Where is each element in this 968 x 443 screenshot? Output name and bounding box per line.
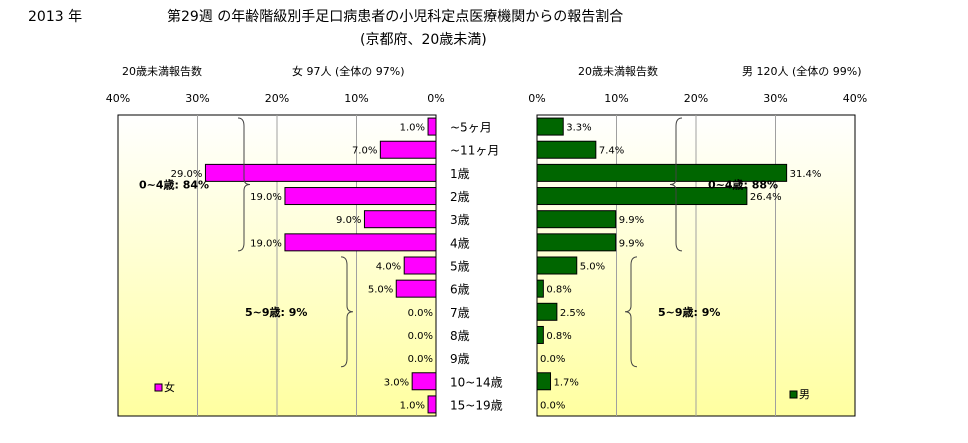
- male-bar: [536, 372, 552, 391]
- female-data-label: 29.0%: [171, 169, 203, 180]
- male-bar: [536, 117, 564, 136]
- male-legend-label: 男: [799, 388, 810, 401]
- female-bar: [403, 256, 437, 275]
- category-label: 4歳: [450, 236, 470, 250]
- male-bar: [536, 279, 544, 298]
- male-group-brace: [624, 256, 638, 368]
- female-legend-swatch: [154, 383, 163, 392]
- male-data-label: 0.0%: [540, 354, 565, 365]
- chart-title-sub: (京都府、20歳未満): [360, 32, 487, 48]
- male-x-tick-label: 0%: [528, 92, 545, 105]
- female-data-label: 0.0%: [408, 331, 433, 342]
- category-label: ~11ヶ月: [450, 144, 499, 158]
- female-bar: [363, 210, 437, 229]
- category-label: 10~14歳: [450, 375, 503, 389]
- category-label: 5歳: [450, 260, 470, 274]
- female-legend-label: 女: [164, 380, 175, 394]
- male-data-label: 9.9%: [619, 238, 644, 249]
- male-bar: [536, 233, 617, 252]
- year-label: 2013 年: [28, 9, 82, 25]
- female-x-tick-label: 30%: [185, 92, 209, 105]
- female-subtitle: 20歳未満報告数: [122, 65, 202, 78]
- male-group-brace: [669, 117, 683, 252]
- female-x-tick-label: 40%: [106, 92, 130, 105]
- category-label: 3歳: [450, 213, 470, 227]
- female-bar: [204, 163, 437, 182]
- male-data-label: 9.9%: [619, 215, 644, 226]
- male-x-tick-label: 30%: [763, 92, 787, 105]
- male-bar: [536, 210, 617, 229]
- female-x-tick-label: 0%: [427, 92, 444, 105]
- male-data-label: 0.8%: [546, 285, 571, 296]
- male-bar: [536, 302, 558, 321]
- female-data-label: 0.0%: [408, 354, 433, 365]
- category-label: ~5ヶ月: [450, 121, 492, 135]
- male-data-label: 5.0%: [580, 262, 605, 273]
- female-data-label: 1.0%: [400, 400, 425, 411]
- male-legend-swatch: [789, 390, 798, 399]
- female-bar: [284, 233, 437, 252]
- female-data-label: 5.0%: [368, 285, 393, 296]
- male-bar: [536, 163, 788, 182]
- female-total-label: 女 97人 (全体の 97%): [292, 64, 405, 78]
- male-data-label: 3.3%: [566, 123, 591, 134]
- category-label: 2歳: [450, 190, 470, 204]
- male-data-label: 2.5%: [560, 308, 585, 319]
- category-label: 15~19歳: [450, 398, 503, 412]
- male-group-label: 5~9歳: 9%: [658, 305, 720, 319]
- male-subtitle: 20歳未満報告数: [578, 65, 658, 78]
- male-data-label: 0.0%: [540, 400, 565, 411]
- female-group-brace: [340, 256, 354, 368]
- male-data-label: 7.4%: [599, 146, 624, 157]
- female-data-label: 3.0%: [384, 377, 409, 388]
- category-label: 1歳: [450, 167, 470, 181]
- male-data-label: 26.4%: [750, 192, 782, 203]
- male-panel: 0% 10% 20% 30% 40% 3.3% 7.4% 31.4% 26.4% 9.9% 9.9%…: [528, 92, 867, 417]
- male-x-tick-label: 20%: [684, 92, 708, 105]
- female-group-brace: [237, 117, 251, 252]
- female-bar: [395, 279, 437, 298]
- female-data-label: 19.0%: [250, 238, 282, 249]
- male-data-label: 0.8%: [546, 331, 571, 342]
- female-bar: [284, 187, 437, 206]
- female-bar: [427, 395, 437, 414]
- male-bar: [536, 140, 597, 159]
- female-data-label: 0.0%: [408, 308, 433, 319]
- category-label: 9歳: [450, 352, 470, 366]
- category-label: 8歳: [450, 329, 470, 343]
- female-data-label: 1.0%: [400, 123, 425, 134]
- female-bar: [379, 140, 437, 159]
- female-data-label: 4.0%: [376, 262, 401, 273]
- male-data-label: 31.4%: [790, 169, 822, 180]
- female-data-label: 9.0%: [336, 215, 361, 226]
- female-data-label: 19.0%: [250, 192, 282, 203]
- male-total-label: 男 120人 (全体の 99%): [742, 64, 862, 78]
- male-x-tick-label: 40%: [843, 92, 867, 105]
- male-bar: [536, 256, 578, 275]
- female-bar: [411, 372, 437, 391]
- chart-title: 第29週 の年齢階級別手足口病患者の小児科定点医療機関からの報告割合: [167, 8, 623, 25]
- female-group-label: 0~4歳: 84%: [139, 177, 209, 191]
- male-bar: [536, 325, 544, 344]
- female-panel: 40% 30% 20% 10% 0% 1.0% 7.0% 29.0% 19.0% 9.0% 19.0…: [106, 92, 445, 417]
- male-data-label: 1.7%: [554, 377, 579, 388]
- female-bar: [427, 117, 437, 136]
- female-x-tick-label: 10%: [344, 92, 368, 105]
- female-x-tick-label: 20%: [265, 92, 289, 105]
- male-group-label: 0~4歳: 88%: [708, 177, 778, 191]
- female-group-label: 5~9歳: 9%: [245, 305, 307, 319]
- female-data-label: 7.0%: [352, 146, 377, 157]
- male-x-tick-label: 10%: [604, 92, 628, 105]
- category-label: 7歳: [450, 306, 470, 320]
- category-label: 6歳: [450, 283, 470, 297]
- male-bar: [536, 187, 748, 206]
